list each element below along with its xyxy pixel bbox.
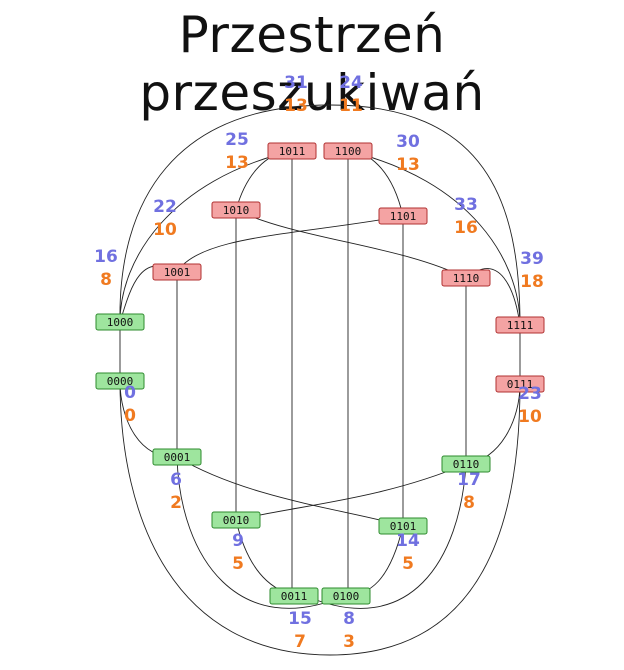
page-title: Przestrzeń przeszukiwań (139, 6, 485, 122)
edge (235, 209, 467, 279)
node-box (152, 448, 202, 466)
node-0010: 0010 (211, 511, 261, 529)
node-box (378, 207, 428, 225)
node-1011: 1011 (267, 142, 317, 160)
edge (119, 380, 521, 656)
node-value-bottom: 13 (284, 96, 308, 116)
node-value-top: 8 (343, 609, 355, 629)
node-value-top: 16 (94, 247, 118, 267)
node-label: 1111 (507, 319, 534, 332)
node-value-bottom: 8 (463, 493, 475, 513)
node-value-top: 25 (225, 130, 249, 150)
edge (176, 215, 404, 273)
node-0100: 0100 (321, 587, 371, 605)
edges-layer (119, 104, 521, 656)
node-box (378, 517, 428, 535)
node-1100: 1100 (323, 142, 373, 160)
node-1001: 1001 (152, 263, 202, 281)
edge (347, 150, 521, 326)
node-value-bottom: 2 (170, 493, 182, 513)
node-1110: 1110 (441, 269, 491, 287)
node-label: 0011 (281, 590, 308, 603)
node-value-bottom: 3 (343, 632, 355, 652)
node-value-top: 0 (124, 383, 136, 403)
node-value-top: 15 (288, 609, 312, 629)
node-value-bottom: 0 (124, 406, 136, 426)
node-label: 1001 (164, 266, 191, 279)
node-box (495, 375, 545, 393)
node-box (95, 372, 145, 390)
node-box (323, 142, 373, 160)
node-1000: 1000 (95, 313, 145, 331)
node-1111: 1111 (495, 316, 545, 334)
node-1101: 1101 (378, 207, 428, 225)
node-box (211, 511, 261, 529)
node-1010: 1010 (211, 201, 261, 219)
node-box (152, 263, 202, 281)
edge (343, 525, 404, 597)
edge (347, 150, 404, 217)
node-value-top: 6 (170, 470, 182, 490)
node-value-bottom: 10 (518, 407, 542, 427)
node-label: 1011 (279, 145, 306, 158)
node-box (441, 455, 491, 473)
node-label: 0001 (164, 451, 191, 464)
node-label: 0010 (223, 514, 250, 527)
node-box (267, 142, 317, 160)
edge (305, 463, 467, 609)
edge (119, 150, 293, 323)
node-value-bottom: 5 (402, 554, 414, 574)
node-value-bottom: 18 (520, 272, 544, 292)
node-label: 0100 (333, 590, 360, 603)
node-value-bottom: 13 (396, 155, 420, 175)
node-0000: 0000 (95, 372, 145, 390)
node-value-bottom: 16 (454, 218, 478, 238)
edge (176, 456, 404, 527)
node-value-bottom: 7 (294, 632, 306, 652)
node-0011: 0011 (269, 587, 319, 605)
node-value-top: 9 (232, 531, 244, 551)
node-value-top: 30 (396, 132, 420, 152)
node-value-bottom: 11 (339, 96, 363, 116)
node-0101: 0101 (378, 517, 428, 535)
node-value-bottom: 10 (153, 220, 177, 240)
node-label: 1110 (453, 272, 480, 285)
node-label: 0111 (507, 378, 534, 391)
node-box (269, 587, 319, 605)
node-label: 0101 (390, 520, 417, 533)
node-label: 0110 (453, 458, 480, 471)
edge (465, 383, 521, 465)
node-box (321, 587, 371, 605)
node-box (95, 313, 145, 331)
edge (119, 104, 521, 326)
edge (176, 456, 345, 609)
node-label: 0000 (107, 375, 134, 388)
node-value-top: 39 (520, 249, 544, 269)
node-value-bottom: 13 (225, 153, 249, 173)
node-value-bottom: 8 (100, 270, 112, 290)
node-label: 1101 (390, 210, 417, 223)
node-0001: 0001 (152, 448, 202, 466)
node-value-top: 31 (284, 73, 308, 93)
labels-layer: 0 0 6 2 9 5 15 7 8 3 14 5 17 8 23 10 39 18 33 16 30 13 24 11 31 1… (94, 73, 544, 652)
edge (235, 463, 467, 521)
node-value-top: 17 (457, 470, 481, 490)
node-box (211, 201, 261, 219)
node-value-top: 22 (153, 197, 177, 217)
node-value-bottom: 5 (232, 554, 244, 574)
node-value-top: 33 (454, 195, 478, 215)
node-label: 1000 (107, 316, 134, 329)
node-value-top: 24 (339, 73, 363, 93)
node-value-top: 23 (518, 384, 542, 404)
node-0111: 0111 (495, 375, 545, 393)
node-value-top: 14 (396, 531, 420, 551)
node-0110: 0110 (441, 455, 491, 473)
node-label: 1010 (223, 204, 250, 217)
node-box (495, 316, 545, 334)
node-box (441, 269, 491, 287)
node-label: 1100 (335, 145, 362, 158)
edge (235, 519, 307, 597)
